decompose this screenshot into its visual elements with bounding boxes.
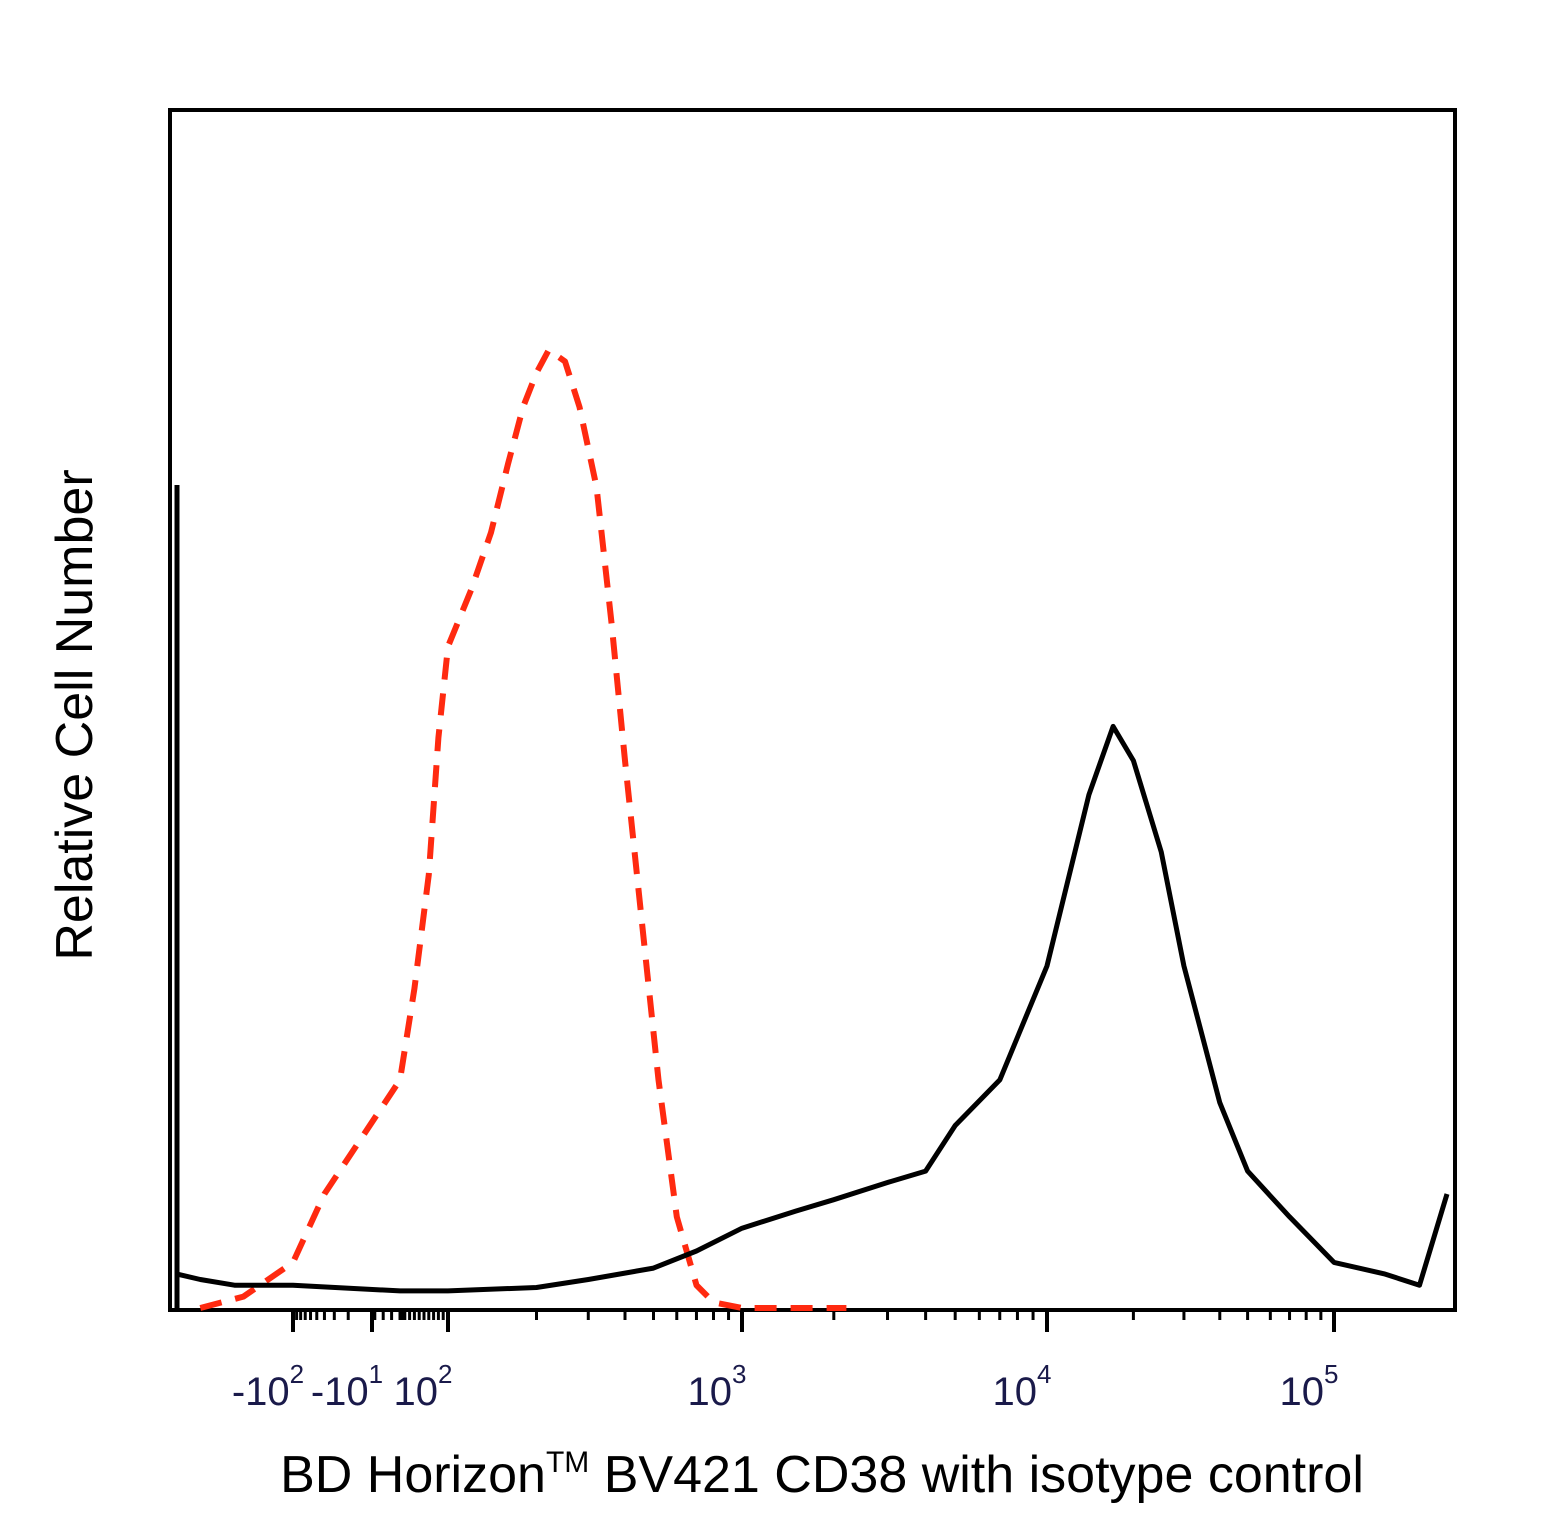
x-axis-minor-ticks	[295, 1308, 1323, 1320]
x-axis-label-tm: TM	[546, 1446, 589, 1479]
x-tick-label-exp: 3	[732, 1359, 746, 1389]
x-tick-label-base: -10	[232, 1370, 290, 1414]
x-tick-label-1: -101	[311, 1359, 383, 1414]
x-tick-label-exp: 2	[290, 1359, 304, 1389]
x-tick-label-base: -10	[311, 1370, 369, 1414]
x-tick-label-base: 10	[1280, 1370, 1325, 1414]
x-tick-label-exp: 2	[438, 1359, 452, 1389]
x-tick-label-exp: 1	[369, 1359, 383, 1389]
x-axis-tick-labels: -102 -101 102 103 104 105	[232, 1359, 1339, 1414]
series-line-0	[199, 347, 847, 1311]
plot-frame	[168, 108, 1457, 1312]
x-tick-label-2: 102	[394, 1359, 453, 1414]
x-tick-label-exp: 4	[1037, 1359, 1051, 1389]
series-layer	[174, 347, 1450, 1311]
x-tick-label-0: -102	[232, 1359, 304, 1414]
x-tick-label-5: 105	[1280, 1359, 1339, 1414]
x-tick-label-4: 104	[993, 1359, 1052, 1414]
x-tick-label-exp: 5	[1324, 1359, 1338, 1389]
x-tick-label-3: 103	[688, 1359, 747, 1414]
series-line-1	[175, 723, 1450, 1294]
x-axis-label-rest: BV421 CD38 with isotype control	[589, 1446, 1364, 1504]
y-axis-label: Relative Cell Number	[46, 469, 104, 960]
x-tick-label-base: 10	[688, 1370, 733, 1414]
x-tick-label-base: 10	[993, 1370, 1038, 1414]
x-tick-label-base: 10	[394, 1370, 439, 1414]
x-axis-label-main: BD Horizon	[280, 1446, 546, 1504]
x-axis-major-ticks	[291, 1308, 1336, 1332]
x-axis-label: BD HorizonTM BV421 CD38 with isotype con…	[280, 1446, 1364, 1504]
